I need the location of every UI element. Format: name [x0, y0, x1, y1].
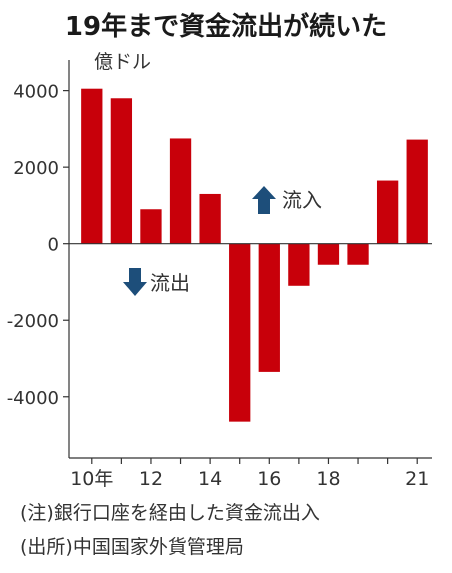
bar-2015: [229, 243, 251, 422]
bar-2013: [169, 138, 192, 244]
bar-2016: [258, 243, 280, 372]
x-tick-label: 12: [139, 468, 163, 490]
inflow-label: 流入: [282, 188, 322, 212]
chart-note: (注)銀行口座を経由した資金流出入: [20, 502, 320, 524]
y-tick-label: -4000: [7, 388, 59, 409]
bar-2012: [140, 209, 162, 244]
y-axis-ticks: 4000 2000 0 -2000 -4000: [7, 82, 69, 409]
y-tick-label: -2000: [7, 311, 59, 332]
bar-2018: [317, 243, 340, 265]
y-tick-label: 2000: [13, 158, 59, 179]
chart-title: 19年まで資金流出が続いた: [64, 12, 388, 42]
up-arrow-icon: [252, 186, 276, 214]
x-tick-label: 10年: [70, 468, 113, 490]
down-arrow-icon: [123, 268, 147, 296]
bar-series: [81, 88, 428, 422]
x-tick-label: 18: [316, 468, 340, 490]
bar-chart: 億ドル 4000 2000 0 -2000 -4000 10年 12 14 16 18 21 流入…: [7, 51, 432, 490]
x-tick-label: 16: [257, 468, 281, 490]
axes: [68, 60, 432, 459]
outflow-annotation: 流出: [123, 268, 190, 296]
x-tick-label: 21: [405, 468, 429, 490]
chart-source: (出所)中国国家外貨管理局: [20, 536, 244, 558]
bar-2021: [406, 139, 428, 244]
y-tick-label: 4000: [13, 82, 59, 103]
y-axis-label: 億ドル: [94, 51, 151, 73]
bar-2010: [81, 88, 103, 244]
y-tick-label: 0: [48, 235, 59, 256]
bar-2011: [110, 98, 133, 244]
bar-2014: [199, 193, 221, 244]
bar-2019: [347, 243, 369, 265]
bar-2020: [376, 180, 399, 244]
bar-2017: [288, 243, 310, 286]
outflow-label: 流出: [150, 271, 190, 295]
x-tick-label: 14: [198, 468, 222, 490]
inflow-annotation: 流入: [252, 186, 322, 214]
x-axis-ticks: 10年 12 14 16 18 21: [70, 458, 429, 490]
